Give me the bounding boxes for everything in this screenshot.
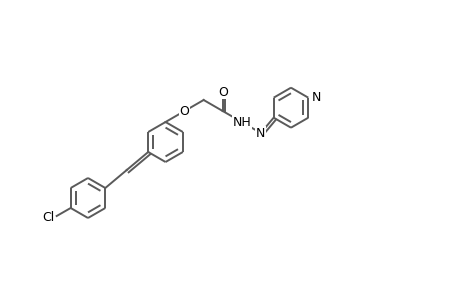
Text: NH: NH [232,116,251,128]
Text: N: N [256,127,265,140]
Text: O: O [217,85,227,98]
Text: N: N [311,91,320,104]
Text: Cl: Cl [43,212,55,224]
Text: O: O [179,104,189,118]
